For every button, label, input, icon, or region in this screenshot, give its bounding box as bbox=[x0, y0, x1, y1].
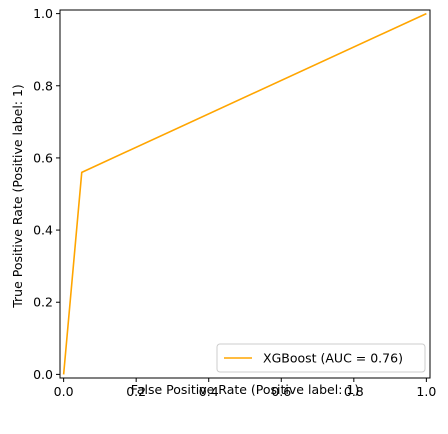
x-tick-label: 0.0 bbox=[54, 384, 74, 399]
x-tick-label: 0.4 bbox=[199, 384, 219, 399]
y-tick-label: 1.0 bbox=[33, 6, 53, 21]
y-tick-label: 0.0 bbox=[33, 367, 53, 382]
y-tick-label: 0.4 bbox=[33, 223, 53, 238]
x-tick-label: 0.2 bbox=[126, 384, 146, 399]
y-tick-label: 0.8 bbox=[33, 78, 53, 93]
x-tick-label: 0.8 bbox=[344, 384, 364, 399]
legend-label: XGBoost (AUC = 0.76) bbox=[263, 351, 403, 366]
roc-curve-line bbox=[62, 12, 427, 375]
x-axis-ticks: 0.0 0.2 0.4 0.6 0.8 1.0 bbox=[54, 378, 436, 399]
plot-frame bbox=[59, 9, 431, 379]
x-axis-label: False Positive Rate (Positive label: 1) bbox=[131, 382, 359, 397]
legend-box bbox=[216, 343, 426, 373]
x-tick-label: 1.0 bbox=[416, 384, 436, 399]
y-axis-label: True Positive Rate (Positive label: 1) bbox=[10, 84, 25, 309]
plot-area bbox=[59, 9, 431, 379]
series-layer bbox=[62, 12, 427, 375]
x-tick-label: 0.6 bbox=[271, 384, 291, 399]
y-axis-ticks: 0.0 0.2 0.4 0.6 0.8 1.0 bbox=[33, 6, 60, 382]
y-tick-label: 0.6 bbox=[33, 150, 53, 165]
y-tick-label: 0.2 bbox=[33, 295, 53, 310]
legend: XGBoost (AUC = 0.76) bbox=[216, 343, 426, 373]
